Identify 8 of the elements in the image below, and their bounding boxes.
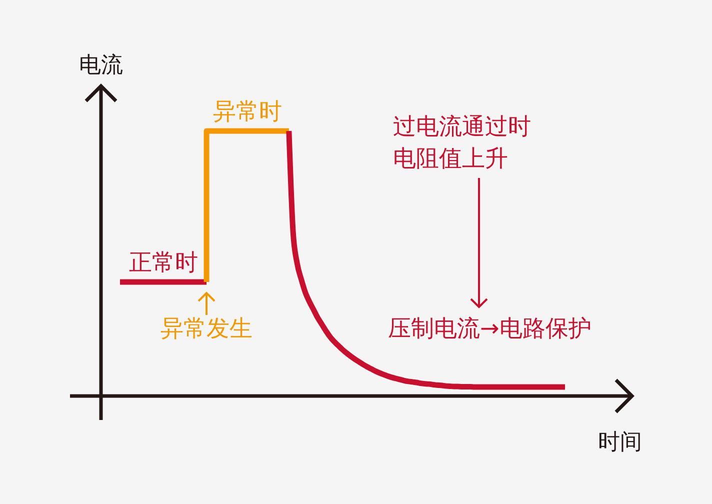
y-axis-title: 电流	[79, 53, 123, 78]
annotation: 过电流通过时	[393, 114, 531, 140]
annotation: 电阻值上升	[393, 146, 508, 172]
annotation: 异常发生	[160, 316, 253, 342]
series-label: 正常时	[128, 250, 198, 276]
x-axis-title: 时间	[598, 430, 642, 455]
annotation: 压制电流→电路保护	[388, 316, 592, 342]
series-label: 异常时	[213, 99, 282, 125]
